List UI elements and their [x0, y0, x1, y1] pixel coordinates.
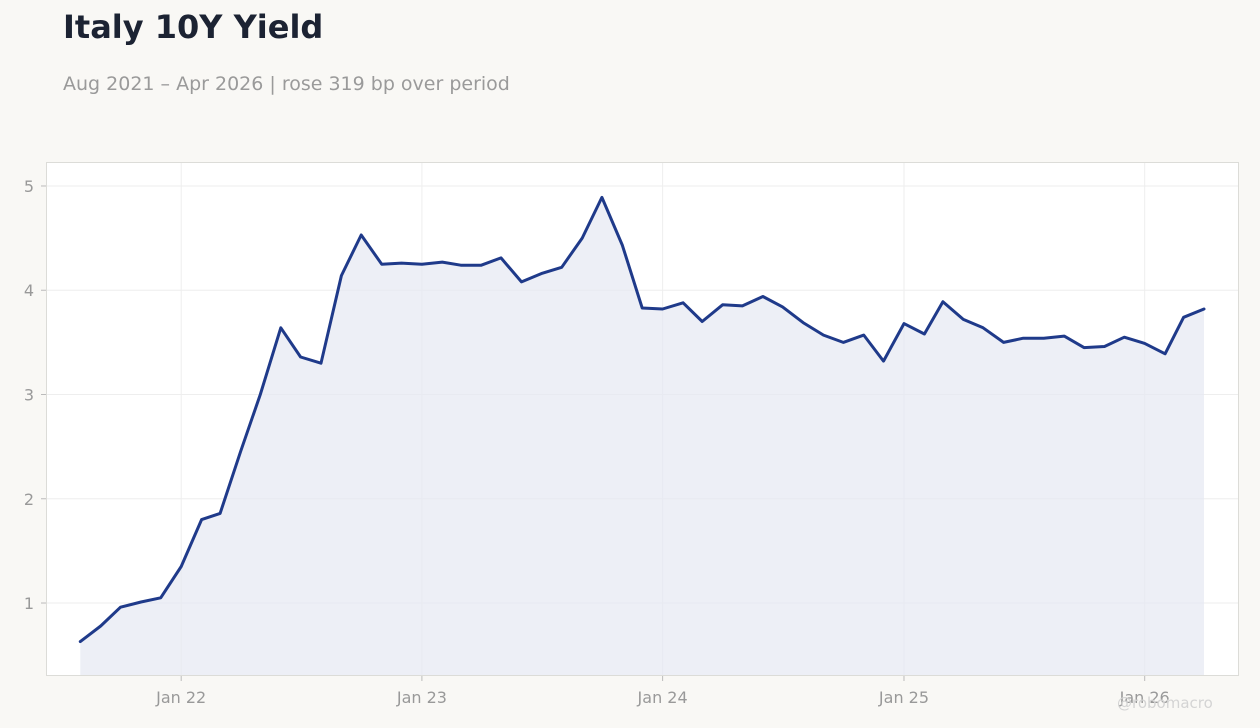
- plot-border: [46, 162, 1239, 676]
- data-point: [258, 392, 262, 396]
- data-point: [902, 322, 906, 326]
- data-point: [499, 256, 503, 260]
- data-point: [1143, 341, 1147, 345]
- x-tick-label: Jan 22: [155, 688, 206, 707]
- data-point: [440, 260, 444, 264]
- data-point: [661, 307, 665, 311]
- y-tick-label: 5: [24, 177, 34, 196]
- chart-title: Italy 10Y Yield: [63, 8, 324, 46]
- data-point: [961, 317, 965, 321]
- data-point: [359, 233, 363, 237]
- data-point: [882, 359, 886, 363]
- data-point: [78, 640, 82, 644]
- data-point: [218, 511, 222, 515]
- data-point: [600, 195, 604, 199]
- data-point: [981, 326, 985, 330]
- yield-area-fill: [80, 197, 1204, 676]
- axis-ticks: 1 2 3 4 5 Jan 22 Jan 23 Jan 24 Jan 25 Jan 26: [24, 177, 1170, 707]
- x-tick-label: Jan 26: [1119, 688, 1170, 707]
- data-point: [1021, 336, 1025, 340]
- data-point: [781, 305, 785, 309]
- data-point: [822, 333, 826, 337]
- data-point: [1002, 340, 1006, 344]
- watermark: @robomacro: [1117, 694, 1213, 712]
- data-point: [560, 265, 564, 269]
- data-point: [862, 333, 866, 337]
- data-point: [1042, 336, 1046, 340]
- data-point: [1182, 315, 1186, 319]
- data-point: [721, 303, 725, 307]
- data-point: [761, 294, 765, 298]
- data-point: [1202, 307, 1206, 311]
- data-point: [740, 304, 744, 308]
- data-point: [580, 236, 584, 240]
- data-point: [239, 450, 243, 454]
- yield-line: [78, 195, 1206, 644]
- data-point: [620, 243, 624, 247]
- data-point: [681, 301, 685, 305]
- data-point: [941, 300, 945, 304]
- data-point: [841, 340, 845, 344]
- data-point: [159, 596, 163, 600]
- data-point: [200, 518, 204, 522]
- data-point: [1163, 352, 1167, 356]
- x-tick-label: Jan 23: [396, 688, 447, 707]
- data-point: [319, 361, 323, 365]
- data-point: [380, 262, 384, 266]
- data-point: [339, 274, 343, 278]
- y-tick-label: 4: [24, 281, 34, 300]
- y-tick-label: 2: [24, 490, 34, 509]
- data-point: [640, 306, 644, 310]
- data-point: [99, 624, 103, 628]
- y-tick-label: 3: [24, 385, 34, 404]
- x-tick-label: Jan 24: [637, 688, 688, 707]
- data-point: [399, 261, 403, 265]
- data-point: [179, 565, 183, 569]
- data-point: [279, 326, 283, 330]
- y-tick-label: 1: [24, 594, 34, 613]
- data-point: [700, 320, 704, 324]
- data-point: [1102, 345, 1106, 349]
- data-point: [479, 263, 483, 267]
- data-point: [539, 272, 543, 276]
- data-point: [139, 600, 143, 604]
- data-point: [1122, 335, 1126, 339]
- data-point: [922, 332, 926, 336]
- chart-subtitle: Aug 2021 – Apr 2026 | rose 319 bp over p…: [63, 73, 510, 95]
- data-point: [1082, 346, 1086, 350]
- data-point: [119, 605, 123, 609]
- data-point: [459, 263, 463, 267]
- data-point: [420, 262, 424, 266]
- data-point: [801, 321, 805, 325]
- data-point: [299, 355, 303, 359]
- data-point: [519, 280, 523, 284]
- data-point: [1062, 334, 1066, 338]
- x-tick-label: Jan 25: [878, 688, 929, 707]
